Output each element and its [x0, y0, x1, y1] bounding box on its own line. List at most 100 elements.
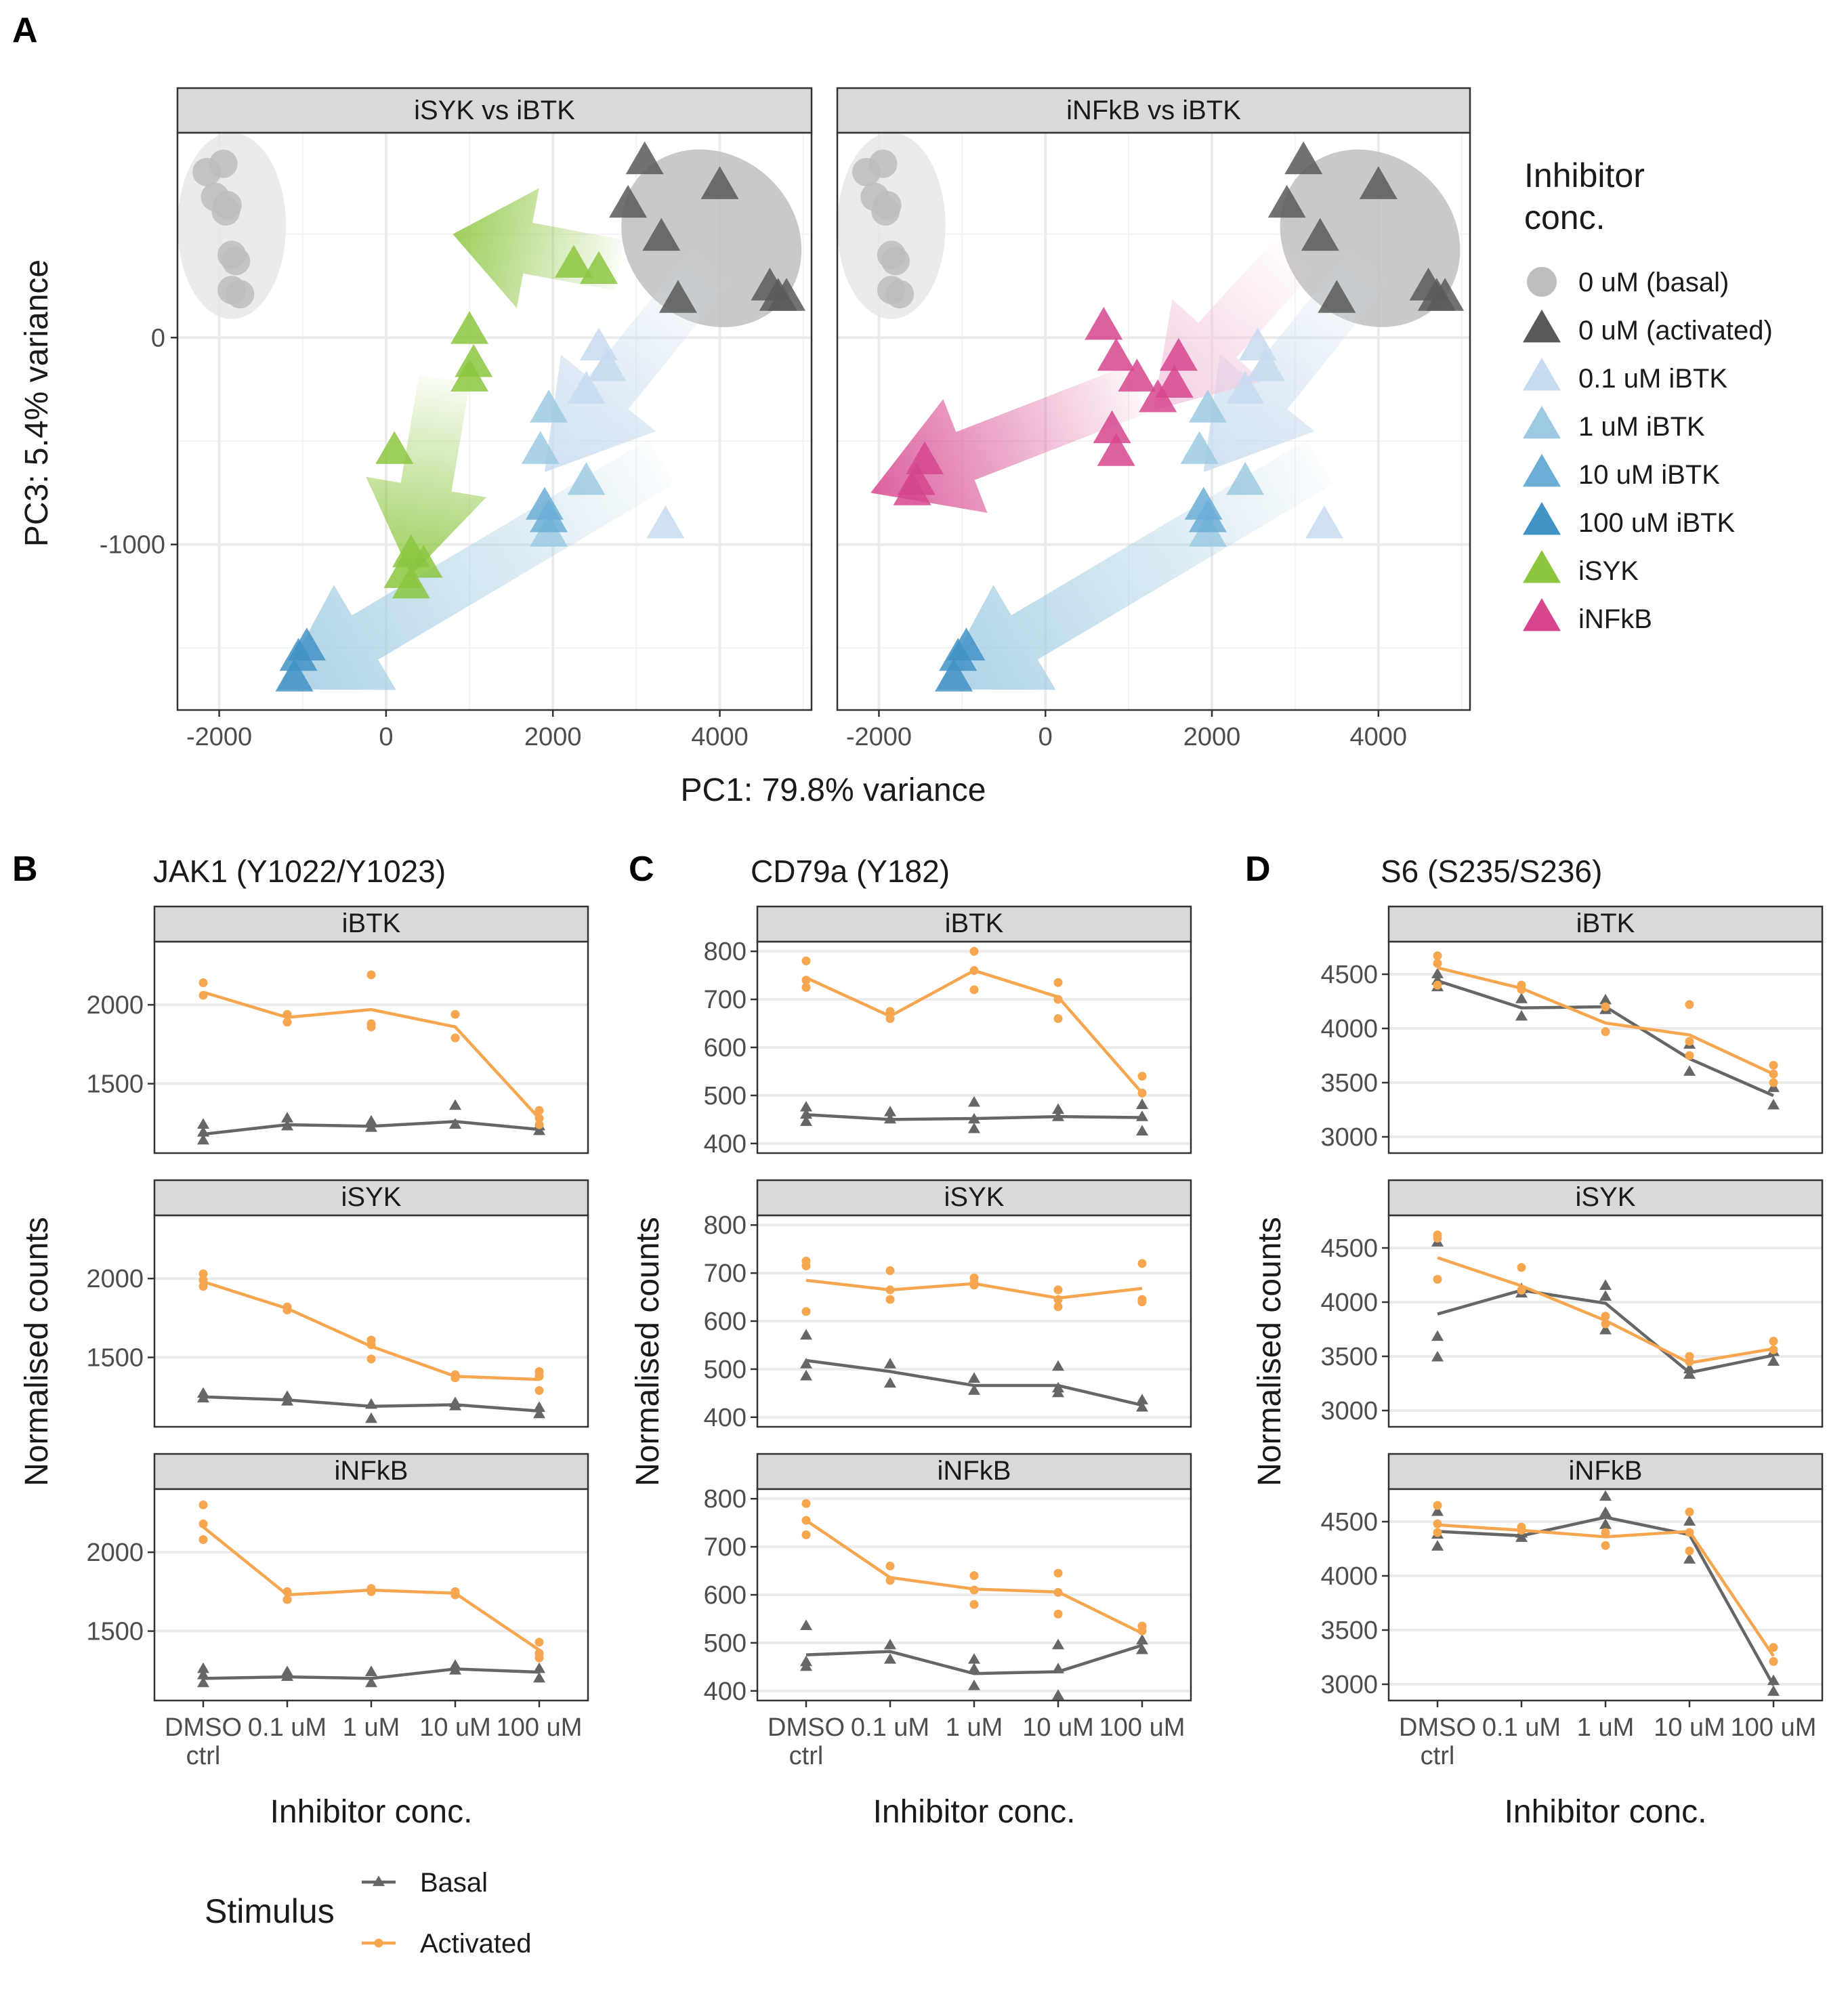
basal-point — [884, 1377, 896, 1388]
pca-panel-border — [176, 131, 813, 711]
trajectory-arrow — [453, 188, 625, 308]
activated-point — [969, 1585, 979, 1595]
pca-strip — [176, 87, 813, 134]
pca-point-triangle — [1359, 166, 1398, 199]
y-tick-label: 800 — [704, 1485, 747, 1514]
legend-item-label: iSYK — [1578, 556, 1639, 586]
basal-point — [1431, 1505, 1444, 1516]
y-tick-label: 800 — [704, 938, 747, 966]
activated-point — [801, 1307, 811, 1316]
basal-line — [1437, 1289, 1774, 1375]
facet-strip-label: iBTK — [945, 909, 1004, 938]
activated-point — [534, 1114, 544, 1123]
activated-point — [1517, 1263, 1526, 1272]
y-tick-label: 4000 — [1320, 1289, 1378, 1317]
legend-key-triangle — [1523, 357, 1561, 391]
basal-point — [281, 1119, 293, 1131]
legend-key-triangle — [373, 1875, 385, 1886]
x-tick-label: 0 — [1038, 723, 1053, 751]
pca-legend-title-line2: conc. — [1524, 199, 1605, 236]
basal-point — [800, 1108, 812, 1119]
x-tick-label: 100 uM — [497, 1713, 583, 1742]
basal-point — [1599, 1518, 1612, 1529]
activated-point — [1053, 1302, 1063, 1312]
basal-point — [1683, 1065, 1696, 1076]
pca-facet-2: iNFkB vs iBTK -2000 0 2000 4000 — [836, 87, 1471, 751]
activated-point — [801, 956, 811, 965]
legend-item-label: Basal — [420, 1868, 488, 1898]
basal-point — [1599, 1279, 1612, 1290]
pca-point-basal — [871, 197, 900, 226]
pca-point-triangle — [700, 166, 739, 199]
legend-key-triangle — [1523, 501, 1561, 535]
activated-point — [1685, 1357, 1694, 1367]
y-tick-label: 4500 — [1320, 1234, 1378, 1263]
legend-item-label: 0 uM (basal) — [1578, 268, 1729, 297]
basal-point — [1515, 1531, 1528, 1542]
x-tick-label: ctrl — [789, 1742, 824, 1770]
y-tick-label: -1000 — [100, 531, 165, 560]
activated-point — [198, 1519, 208, 1528]
x-tick-label: 2000 — [524, 723, 582, 751]
basal-point — [533, 1407, 545, 1419]
y-axis-title: Normalised counts — [630, 1217, 666, 1486]
basal-point — [1683, 1515, 1696, 1526]
x-tick-label: 0.1 uM — [851, 1713, 929, 1742]
basal-point — [800, 1660, 812, 1671]
x-tick-label: 10 uM — [419, 1713, 491, 1742]
y-tick-label: 3000 — [1320, 1397, 1378, 1425]
pca-point-triangle — [609, 184, 648, 218]
activated-point — [1769, 1069, 1778, 1079]
activated-point — [885, 1266, 895, 1276]
pca-point-triangle — [375, 431, 414, 464]
basal-point — [1599, 1323, 1612, 1335]
basal-point — [1052, 1689, 1064, 1700]
x-tick-label: 2000 — [1183, 723, 1241, 751]
basal-point — [1052, 1386, 1064, 1398]
facet-ibtk: iBTK 3000 3500 4000 4500 — [1320, 905, 1824, 1154]
activated-point — [1433, 1528, 1442, 1537]
pca-point-triangle — [1226, 462, 1265, 495]
activated-point — [801, 1261, 811, 1270]
activated-point — [198, 1269, 208, 1278]
activated-point — [1601, 1541, 1610, 1550]
panel-gene-title: JAK1 (Y1022/Y1023) — [153, 854, 446, 889]
basal-point — [1136, 1400, 1148, 1412]
basal-point — [800, 1619, 812, 1631]
pca-point-triangle — [1226, 371, 1265, 404]
y-tick-label: 1500 — [86, 1344, 144, 1373]
pca-point-triangle — [768, 278, 806, 311]
activated-point — [1433, 1274, 1442, 1284]
y-tick-label: 3500 — [1320, 1617, 1378, 1645]
pca-point-basal — [885, 280, 915, 309]
y-tick-label: 400 — [704, 1130, 747, 1159]
basal-point — [365, 1114, 377, 1126]
y-tick-label: 0 — [151, 324, 165, 352]
activated-point — [1053, 978, 1063, 987]
facet-isyk: iSYK 1500 2000 — [86, 1179, 589, 1428]
activated-point — [1685, 1000, 1694, 1009]
y-tick-label: 500 — [704, 1356, 747, 1384]
pca-legend: Inhibitor conc. 0 uM (basal) 0 uM (activa… — [1523, 157, 1773, 634]
pca-point-triangle — [658, 280, 697, 313]
facet-border — [1387, 940, 1824, 1154]
basal-point — [968, 1663, 980, 1673]
legend-item-label: 10 uM iBTK — [1578, 460, 1720, 490]
legend-item-label: 100 uM iBTK — [1578, 508, 1736, 538]
basal-point — [449, 1118, 461, 1129]
x-tick-label: -2000 — [186, 723, 252, 751]
activated-point — [1137, 1072, 1147, 1081]
basal-point — [533, 1124, 545, 1135]
pca-point-triangle — [1305, 505, 1343, 539]
pca-point-triangle — [404, 545, 443, 578]
activated-point — [366, 1022, 376, 1032]
activated-point — [1433, 980, 1442, 990]
facet-strip — [1387, 905, 1824, 943]
legend-item-label: 0 uM (activated) — [1578, 316, 1773, 346]
activated-point — [1053, 995, 1063, 1004]
facet-strip — [1387, 1453, 1824, 1490]
panel-gene-title: CD79a (Y182) — [751, 854, 950, 889]
activated-point — [969, 946, 979, 956]
